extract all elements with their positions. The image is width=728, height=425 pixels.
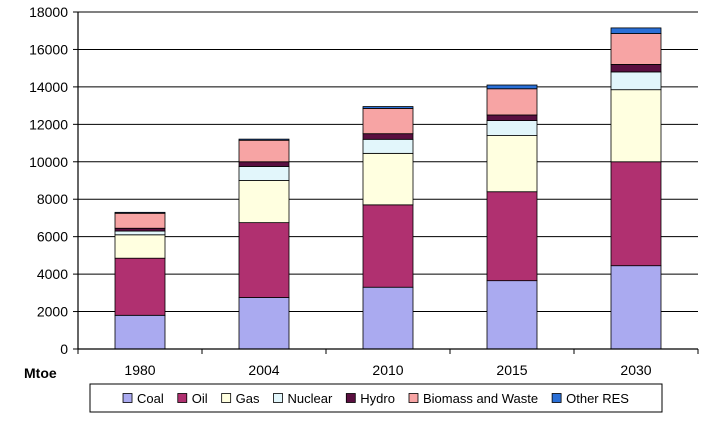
legend-swatch-oil: [177, 393, 188, 403]
bar-segment-biomass-and-waste-2015: [486, 88, 538, 116]
legend-label-biomass-and-waste: Biomass and Waste: [423, 391, 538, 406]
bar-segment-other-res-2004: [238, 138, 290, 141]
y-tick-label: 18000: [29, 4, 68, 20]
bar-segment-nuclear-2030: [610, 71, 662, 91]
x-tick-label: 2004: [248, 362, 279, 378]
bar-segment-other-res-2015: [486, 84, 538, 90]
bar-segment-hydro-2010: [362, 133, 414, 140]
bar-segment-other-res-2010: [362, 106, 414, 109]
legend-label-gas: Gas: [236, 391, 260, 406]
bar-segment-coal-2004: [238, 297, 290, 350]
bar-segment-gas-1980: [114, 234, 166, 259]
bar-segment-hydro-1980: [114, 227, 166, 232]
legend-label-coal: Coal: [137, 391, 164, 406]
y-tick-label: 2000: [37, 304, 68, 320]
legend-swatch-hydro: [345, 393, 356, 403]
unit-label: Mtoe: [24, 365, 57, 381]
bar-segment-other-res-1980: [114, 211, 166, 214]
bar-segment-biomass-and-waste-2030: [610, 33, 662, 65]
legend-swatch-gas: [221, 393, 232, 403]
y-tick-label: 4000: [37, 266, 68, 282]
bar-segment-hydro-2015: [486, 114, 538, 121]
legend-swatch-coal: [122, 393, 133, 403]
bar-segment-gas-2015: [486, 135, 538, 193]
bar-segment-biomass-and-waste-2010: [362, 108, 414, 135]
bars: [114, 27, 662, 350]
y-tick-label: 10000: [29, 154, 68, 170]
y-tick-label: 8000: [37, 191, 68, 207]
bar-segment-coal-2015: [486, 280, 538, 350]
bar-segment-gas-2030: [610, 89, 662, 163]
y-tick-label: 0: [60, 341, 68, 357]
y-tick-label: 12000: [29, 116, 68, 132]
legend-swatch-other-res: [551, 393, 562, 403]
legend-label-nuclear: Nuclear: [288, 391, 333, 406]
bar-segment-nuclear-2015: [486, 120, 538, 136]
bar-segment-biomass-and-waste-1980: [114, 212, 166, 229]
y-tick-label: 14000: [29, 79, 68, 95]
x-tick-label: 1980: [124, 362, 155, 378]
bar-segment-biomass-and-waste-2004: [238, 139, 290, 163]
bar-segment-coal-2010: [362, 286, 414, 350]
axes: 0 2000 4000 6000 8000 10000 12000 14000 16000 180…: [29, 4, 699, 378]
x-tick-label: 2030: [620, 362, 651, 378]
bar-segment-oil-1980: [114, 257, 166, 316]
bar-segment-oil-2004: [238, 222, 290, 298]
bar-segment-other-res-2030: [610, 27, 662, 34]
bar-segment-coal-1980: [114, 314, 166, 350]
bar-segment-gas-2004: [238, 180, 290, 224]
x-tick-label: 2015: [496, 362, 527, 378]
legend-label-other-res: Other RES: [566, 391, 629, 406]
bar-segment-nuclear-2004: [238, 166, 290, 181]
y-tick-label: 16000: [29, 41, 68, 57]
bar-segment-oil-2030: [610, 161, 662, 267]
bar-segment-nuclear-2010: [362, 138, 414, 154]
legend-swatch-nuclear: [273, 393, 283, 403]
bar-segment-hydro-2004: [238, 161, 290, 167]
bar-segment-gas-2010: [362, 152, 414, 206]
legend-label-hydro: Hydro: [360, 391, 395, 406]
y-tick-label: 6000: [37, 229, 68, 245]
bar-segment-coal-2030: [610, 265, 662, 350]
legend-label-oil: Oil: [192, 391, 208, 406]
legend-swatch-biomass-and-waste: [408, 393, 419, 403]
bar-segment-nuclear-1980: [114, 230, 166, 236]
x-tick-label: 2010: [372, 362, 403, 378]
bar-segment-oil-2010: [362, 204, 414, 288]
bar-segment-oil-2015: [486, 191, 538, 282]
bar-segment-hydro-2030: [610, 64, 662, 73]
legend: Coal Oil Gas Nuclear Hydro Biomass and Waste O…: [89, 383, 663, 413]
